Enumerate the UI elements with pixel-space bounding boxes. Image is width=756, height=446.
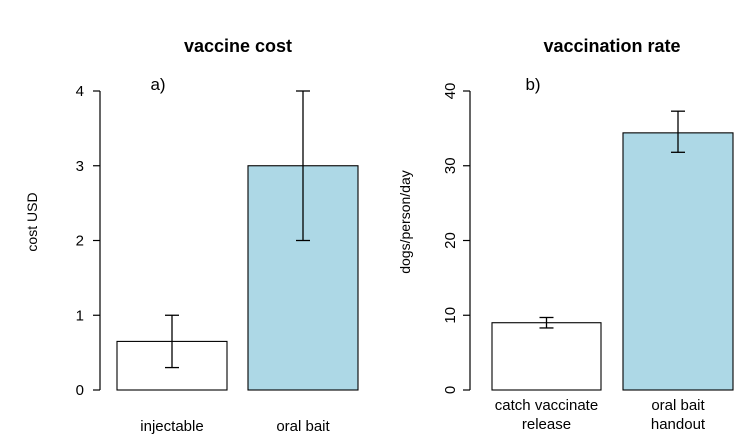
chart-title: vaccination rate	[543, 36, 680, 56]
x-tick-label: catch vaccinate release	[495, 397, 598, 433]
y-axis-label: dogs/person/day	[397, 170, 413, 274]
error-bars	[539, 110, 685, 329]
y-tick-label: 30	[442, 157, 459, 174]
bars	[491, 132, 734, 391]
y-tick-label: 0	[442, 386, 459, 394]
x-tick-labels: injectable oral bait	[140, 418, 330, 435]
error-bars	[165, 90, 310, 369]
bar	[622, 132, 734, 391]
y-ticks: 0 10 20 30 40	[442, 83, 470, 394]
x-tick-label: oral bait	[276, 418, 330, 435]
x-tick-label: injectable	[140, 418, 203, 435]
y-tick-label: 4	[76, 83, 84, 100]
y-tick-label: 1	[76, 307, 84, 324]
panel-label: b)	[525, 75, 540, 94]
error-bar	[671, 110, 685, 153]
y-ticks: 0 1 2 3 4	[76, 83, 100, 399]
error-bar	[296, 90, 310, 242]
y-tick-label: 3	[76, 158, 84, 175]
x-tick-labels: catch vaccinate release oral bait handout	[495, 397, 706, 433]
y-tick-label: 0	[76, 382, 84, 399]
chart-panel-vaccine-cost: vaccine cost a) cost USD 0 1 2 3 4 injectabl…	[24, 36, 359, 435]
y-tick-label: 2	[76, 233, 84, 250]
y-tick-label: 40	[442, 83, 459, 100]
x-tick-label: oral bait handout	[651, 397, 706, 433]
bars	[116, 165, 359, 391]
panel-label: a)	[150, 75, 165, 94]
error-bar	[539, 316, 554, 329]
y-axis-label: cost USD	[24, 192, 40, 251]
y-tick-label: 10	[442, 307, 459, 324]
bar	[491, 322, 602, 391]
error-bar	[165, 314, 179, 369]
chart-title: vaccine cost	[184, 36, 292, 56]
chart-panel-vaccination-rate: vaccination rate b) dogs/person/day 0 10 2…	[397, 36, 734, 433]
y-tick-label: 20	[442, 232, 459, 249]
